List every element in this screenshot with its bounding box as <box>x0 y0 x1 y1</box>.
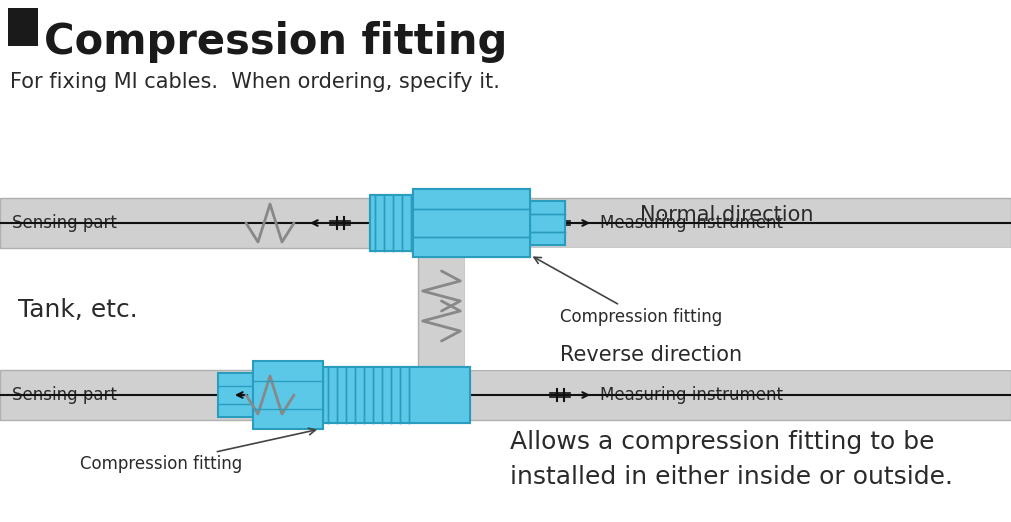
Bar <box>370 195 423 251</box>
Bar <box>0 370 418 420</box>
Bar <box>465 370 1011 420</box>
Bar <box>370 195 423 251</box>
Bar <box>465 198 1011 248</box>
Bar <box>530 201 565 245</box>
Text: Compression fitting: Compression fitting <box>44 21 508 63</box>
Bar <box>418 370 465 420</box>
Bar <box>418 248 465 370</box>
Text: Sensing part: Sensing part <box>12 214 117 232</box>
Text: Tank, etc.: Tank, etc. <box>18 298 137 322</box>
Text: Measuring instrument: Measuring instrument <box>600 214 783 232</box>
Bar <box>323 367 470 423</box>
Text: Compression fitting: Compression fitting <box>80 428 315 473</box>
Text: Normal direction: Normal direction <box>640 205 814 225</box>
Bar <box>0 198 418 248</box>
Bar <box>218 373 253 417</box>
Bar <box>413 189 530 257</box>
Bar <box>253 361 323 429</box>
Text: Compression fitting: Compression fitting <box>534 257 722 326</box>
Bar <box>418 370 465 420</box>
Text: Allows a compression fitting to be
installed in either inside or outside.: Allows a compression fitting to be insta… <box>510 430 953 490</box>
Bar <box>465 248 1011 370</box>
Bar <box>323 367 470 423</box>
Text: For fixing MI cables.  When ordering, specify it.: For fixing MI cables. When ordering, spe… <box>10 72 499 92</box>
Bar <box>530 201 565 245</box>
Bar <box>8 8 38 46</box>
Bar <box>413 189 530 257</box>
Text: Reverse direction: Reverse direction <box>560 345 742 365</box>
Bar <box>418 198 465 248</box>
Text: Sensing part: Sensing part <box>12 386 117 404</box>
Text: Measuring instrument: Measuring instrument <box>600 386 783 404</box>
Bar <box>418 198 465 248</box>
